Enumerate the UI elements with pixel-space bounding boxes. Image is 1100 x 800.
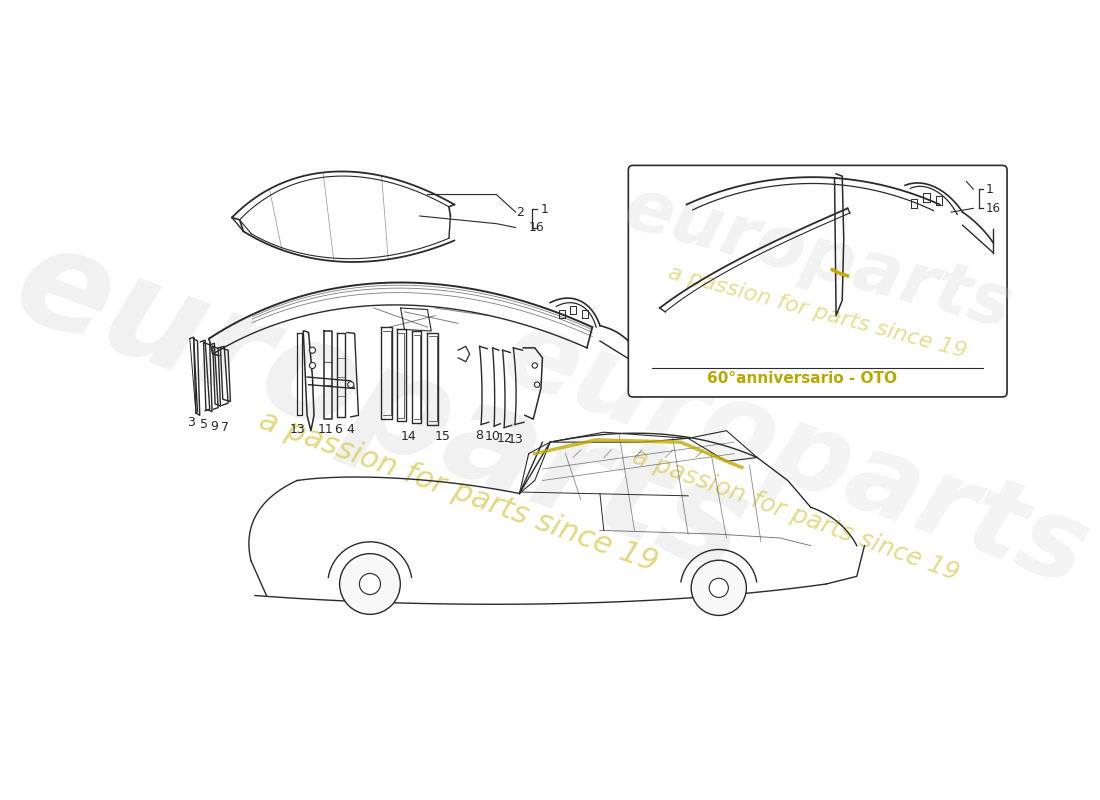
Circle shape <box>340 554 400 614</box>
Text: 6: 6 <box>334 422 342 436</box>
Text: 13: 13 <box>508 434 524 446</box>
Text: 15: 15 <box>434 430 451 443</box>
Text: 5: 5 <box>199 418 208 431</box>
Text: 13: 13 <box>289 422 305 436</box>
Text: 8: 8 <box>475 429 484 442</box>
Text: 1: 1 <box>986 182 993 196</box>
Text: 16: 16 <box>529 221 544 234</box>
Circle shape <box>691 560 747 615</box>
Text: 16: 16 <box>986 202 1001 215</box>
Text: 2: 2 <box>516 206 525 218</box>
Circle shape <box>532 363 538 368</box>
Text: 1: 1 <box>541 202 549 216</box>
Text: europarts: europarts <box>0 213 766 602</box>
Circle shape <box>710 578 728 598</box>
Text: 60°anniversario - OTO: 60°anniversario - OTO <box>707 371 898 386</box>
Text: 12: 12 <box>496 432 512 445</box>
Text: europarts: europarts <box>616 173 1020 343</box>
Text: 7: 7 <box>221 421 229 434</box>
Text: 9: 9 <box>210 419 218 433</box>
FancyBboxPatch shape <box>628 166 1008 397</box>
Text: a passion for parts since 19: a passion for parts since 19 <box>255 406 661 578</box>
Circle shape <box>309 347 316 354</box>
Text: 11: 11 <box>318 422 333 436</box>
Text: 4: 4 <box>346 422 354 436</box>
Text: 14: 14 <box>400 430 416 443</box>
Circle shape <box>535 382 540 387</box>
Circle shape <box>309 362 316 369</box>
Text: a passion for parts since 19: a passion for parts since 19 <box>667 262 969 362</box>
Circle shape <box>348 382 354 388</box>
Circle shape <box>360 574 381 594</box>
Text: europarts: europarts <box>488 298 1100 609</box>
Text: a passion for parts since 19: a passion for parts since 19 <box>629 445 962 586</box>
Text: 3: 3 <box>187 417 196 430</box>
Text: 10: 10 <box>485 430 501 443</box>
